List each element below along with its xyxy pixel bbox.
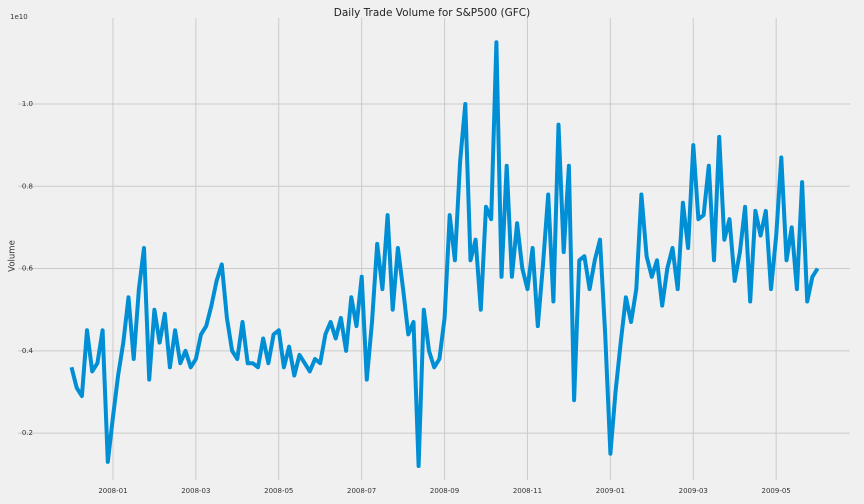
y-tick-label: 0.8 — [22, 182, 33, 190]
x-tick-label: 2008-01 — [98, 487, 127, 495]
x-tick-label: 2008-11 — [513, 487, 542, 495]
y-tick-label: 0.6 — [22, 265, 34, 273]
x-tick-label: 2008-03 — [181, 487, 210, 495]
y-offset-label: 1e10 — [10, 13, 28, 21]
y-tick-label: 0.4 — [22, 347, 34, 355]
y-tick-label: 0.2 — [22, 429, 33, 437]
chart-title: Daily Trade Volume for S&P500 (GFC) — [334, 7, 530, 19]
data-line — [69, 40, 820, 468]
y-tick-label: 1.0 — [22, 100, 33, 108]
x-tick-label: 2008-07 — [347, 487, 376, 495]
x-tick-label: 2009-01 — [596, 487, 625, 495]
x-tick-label: 2009-03 — [679, 487, 708, 495]
y-axis-label: Volume — [8, 240, 18, 272]
x-tick-label: 2008-09 — [430, 487, 459, 495]
x-tick-label: 2008-05 — [264, 487, 293, 495]
x-tick-label: 2009-05 — [762, 487, 791, 495]
